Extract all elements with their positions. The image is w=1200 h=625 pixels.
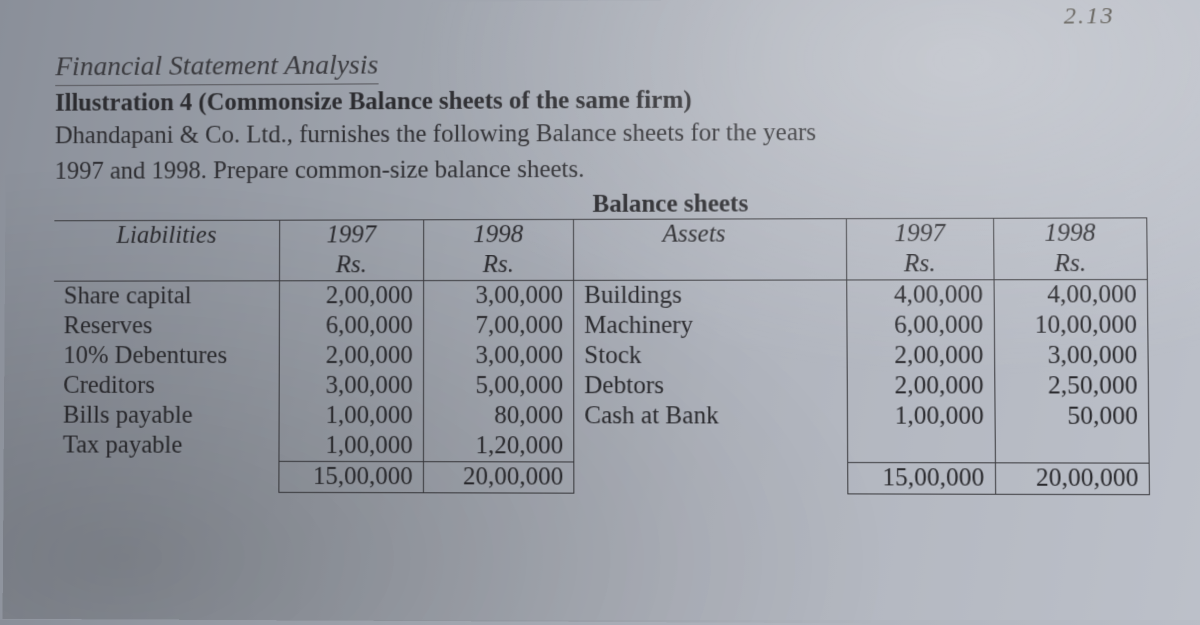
liab-y1: 1,00,000 (279, 400, 423, 430)
page-number: 2.13 (1064, 3, 1115, 30)
liab-y1: 6,00,000 (279, 311, 423, 341)
hdr-asset-y2: 1998 (993, 217, 1147, 248)
liab-y2: 80,000 (423, 401, 574, 431)
liab-y2: 5,00,000 (423, 371, 574, 401)
liab-label: Tax payable (53, 430, 279, 461)
asset-y1: 6,00,000 (847, 310, 994, 340)
paragraph-line-1: Dhandapani & Co. Ltd., furnishes the fol… (55, 115, 1147, 153)
liab-total-y1: 15,00,000 (279, 461, 423, 492)
table-title: Balance sheets (202, 189, 1147, 220)
asset-label: Machinery (574, 310, 815, 340)
asset-y1: 2,00,000 (847, 371, 995, 401)
asset-label: Stock (574, 340, 816, 370)
liab-y2: 3,00,000 (423, 280, 573, 311)
hdr-unit: Rs. (993, 248, 1147, 279)
hdr-unit: Rs. (846, 249, 993, 280)
chapter-title: Financial Statement Analysis (55, 50, 378, 86)
balance-sheet-table: Liabilities 1997 1998 Assets 1997 1998 R… (53, 217, 1150, 495)
asset-total-y1: 15,00,000 (847, 462, 995, 494)
asset-label: Buildings (574, 280, 815, 311)
asset-y2: 4,00,000 (994, 279, 1148, 310)
liab-y2: 3,00,000 (423, 340, 574, 370)
liab-label: Share capital (54, 280, 280, 311)
liab-label: 10% Debentures (53, 341, 279, 371)
asset-y1: 1,00,000 (847, 401, 995, 432)
asset-y2: 2,50,000 (994, 371, 1148, 401)
asset-y2: 3,00,000 (994, 340, 1148, 370)
hdr-liab-y1: 1997 (279, 219, 423, 250)
asset-label: Debtors (574, 371, 816, 401)
hdr-liabilities: Liabilities (54, 220, 279, 251)
liab-y1: 2,00,000 (279, 280, 423, 311)
liab-y1: 2,00,000 (279, 341, 423, 371)
liab-y1: 3,00,000 (279, 370, 423, 400)
liab-total-y2: 20,00,000 (423, 461, 574, 493)
asset-y1: 2,00,000 (847, 340, 994, 370)
liab-y1: 1,00,000 (279, 430, 423, 461)
liab-y2: 1,20,000 (423, 431, 574, 462)
asset-label: Cash at Bank (574, 401, 816, 431)
hdr-liab-y2: 1998 (423, 219, 573, 250)
asset-y1: 4,00,000 (846, 279, 993, 310)
liab-y2: 7,00,000 (423, 310, 573, 340)
hdr-unit: Rs. (279, 250, 423, 281)
illustration-heading: Illustration 4 (Commonsize Balance sheet… (55, 84, 1146, 117)
liab-label: Reserves (54, 311, 280, 341)
hdr-asset-y1: 1997 (846, 218, 993, 249)
hdr-unit: Rs. (423, 249, 573, 280)
asset-y2: 10,00,000 (994, 310, 1148, 340)
paragraph-line-2: 1997 and 1998. Prepare common-size balan… (55, 151, 1147, 189)
liab-label: Bills payable (53, 400, 279, 430)
asset-y2: 50,000 (995, 401, 1149, 432)
liab-label: Creditors (53, 370, 279, 400)
hdr-assets: Assets (574, 218, 815, 249)
asset-total-y2: 20,00,000 (995, 462, 1149, 494)
